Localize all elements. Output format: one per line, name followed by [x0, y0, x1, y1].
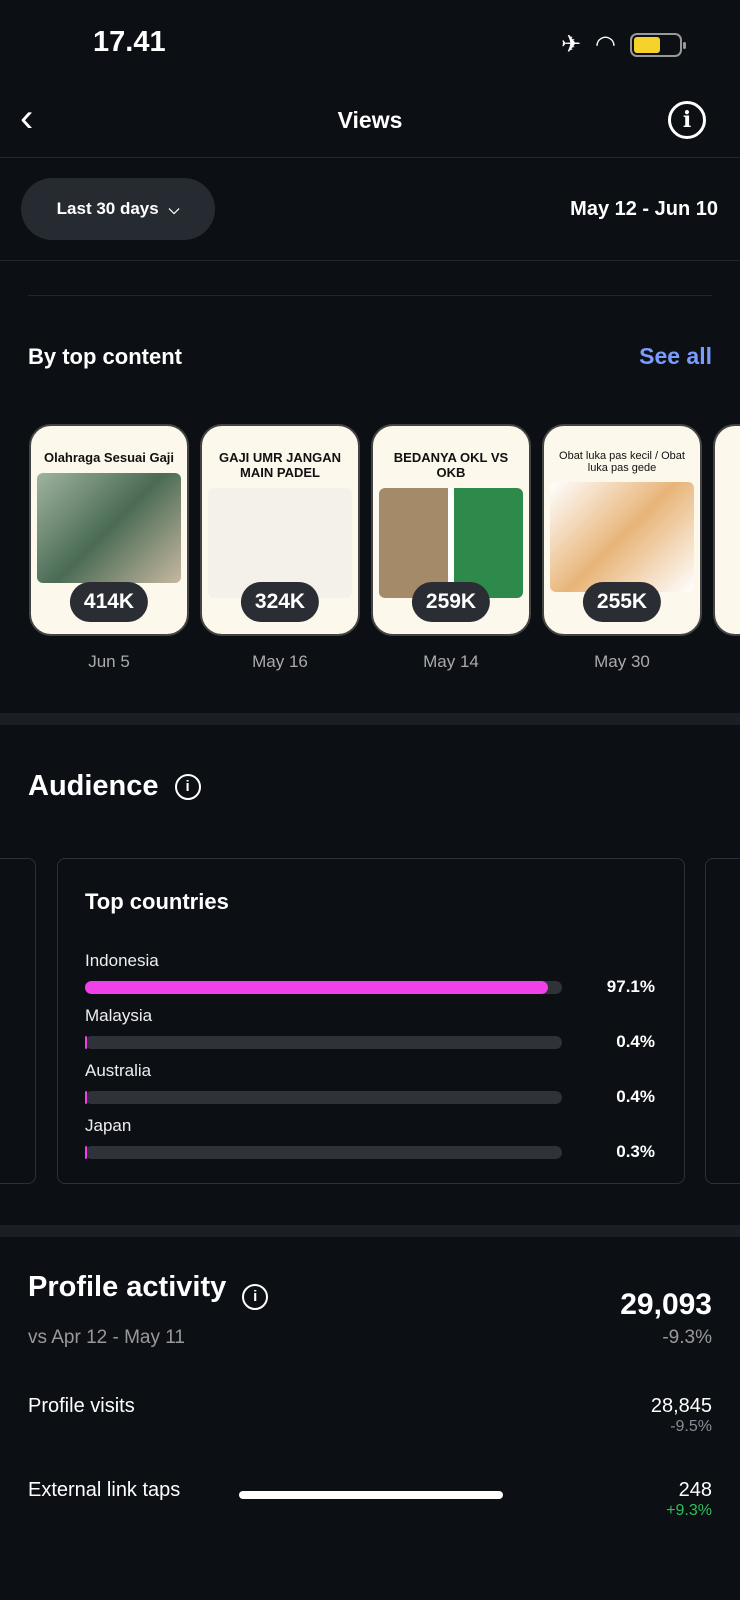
divider — [0, 260, 740, 261]
metric-change: -9.5% — [670, 1418, 712, 1435]
divider — [0, 157, 740, 158]
total-change: -9.3% — [662, 1327, 712, 1348]
total-value: 29,093 — [620, 1288, 712, 1321]
content-date: May 30 — [594, 652, 650, 671]
country-name: Japan — [85, 1116, 132, 1135]
info-icon[interactable]: i — [174, 773, 201, 800]
metric-change: +9.3% — [666, 1502, 712, 1519]
back-button[interactable]: ‹ — [20, 98, 33, 138]
content-thumbnail[interactable]: GAJI UMR JANGAN MAIN PADEL 324K — [200, 424, 360, 636]
content-thumbnail[interactable]: Olahraga Sesuai Gaji 414K — [29, 424, 189, 636]
status-icons: ✈ ◠ — [560, 30, 686, 59]
info-icon[interactable]: i — [242, 1284, 269, 1310]
country-row: Indonesia 97.1% — [85, 951, 655, 997]
profile-activity-header: Profile activity i — [28, 1264, 269, 1310]
section-divider — [0, 713, 740, 725]
wifi-icon: ◠ — [595, 31, 616, 58]
metric-value: 248 — [678, 1479, 712, 1501]
thumb-title: Obat luka pas kecil / Obat luka pas gede — [559, 450, 685, 474]
country-row: Japan 0.3% — [85, 1116, 655, 1162]
country-row: Malaysia 0.4% — [85, 1006, 655, 1052]
country-row: Australia 0.4% — [85, 1061, 655, 1107]
thumb-title: GAJI UMR JANGAN MAIN PADEL — [218, 450, 342, 480]
content-date: Jun 5 — [88, 652, 130, 671]
chevron-down-icon: ⌵ — [168, 200, 180, 217]
audience-card-next[interactable] — [705, 858, 740, 1184]
country-bar — [85, 1035, 562, 1049]
chevron-left-icon: ‹ — [20, 96, 34, 140]
battery-icon — [630, 32, 686, 57]
content-thumbnail[interactable]: Obat luka pas kecil / Obat luka pas gede… — [542, 424, 702, 636]
range-label: Last 30 days — [56, 199, 159, 218]
content-thumbnail-partial[interactable] — [713, 424, 740, 636]
content-date: May 16 — [252, 652, 308, 671]
date-range: May 12 - Jun 10 — [570, 198, 718, 220]
content-thumbnail[interactable]: BEDANYA OKL VS OKB 259K — [371, 424, 531, 636]
section-divider — [0, 1225, 740, 1237]
view-count: 414K — [69, 582, 149, 622]
status-time: 17.41 — [93, 26, 166, 58]
thumb-title: Olahraga Sesuai Gaji — [43, 450, 175, 465]
compare-range: vs Apr 12 - May 11 — [28, 1327, 185, 1348]
country-bar — [85, 1145, 562, 1159]
card-title: Top countries — [85, 889, 229, 914]
country-name: Australia — [85, 1061, 152, 1080]
audience-card-prev[interactable] — [0, 858, 36, 1184]
info-icon: i — [682, 107, 692, 133]
see-all-link[interactable]: See all — [639, 343, 712, 369]
airplane-icon: ✈ — [560, 31, 582, 58]
audience-header: Audience i — [28, 770, 201, 803]
view-count: 324K — [240, 582, 320, 622]
date-range-dropdown[interactable]: Last 30 days ⌵ — [21, 178, 215, 240]
metric-row: External link taps 248 +9.3% — [28, 1479, 712, 1520]
thumb-title: BEDANYA OKL VS OKB — [393, 450, 509, 480]
country-pct: 97.1% — [606, 977, 655, 996]
top-countries-card: Top countries Indonesia 97.1% Malaysia 0.4%… — [57, 858, 685, 1184]
home-indicator[interactable] — [239, 1491, 503, 1499]
view-count: 255K — [582, 582, 662, 622]
content-date: May 14 — [423, 652, 479, 671]
country-pct: 0.4% — [616, 1087, 655, 1106]
country-pct: 0.4% — [616, 1032, 655, 1051]
metric-row: Profile visits 28,845 -9.5% — [28, 1395, 712, 1436]
metric-value: 28,845 — [650, 1395, 712, 1417]
top-content-title: By top content — [28, 344, 182, 369]
divider — [28, 295, 712, 296]
view-count: 259K — [411, 582, 491, 622]
country-bar — [85, 1090, 562, 1104]
metric-label: Profile visits — [28, 1395, 135, 1417]
page-title: Views — [337, 107, 403, 133]
country-bar — [85, 980, 562, 994]
country-pct: 0.3% — [616, 1142, 655, 1161]
country-name: Indonesia — [85, 951, 159, 970]
metric-label: External link taps — [28, 1479, 181, 1501]
info-button[interactable]: i — [668, 101, 706, 139]
audience-title: Audience — [28, 770, 159, 802]
profile-activity-title: Profile activity — [28, 1270, 227, 1303]
country-name: Malaysia — [85, 1006, 153, 1025]
